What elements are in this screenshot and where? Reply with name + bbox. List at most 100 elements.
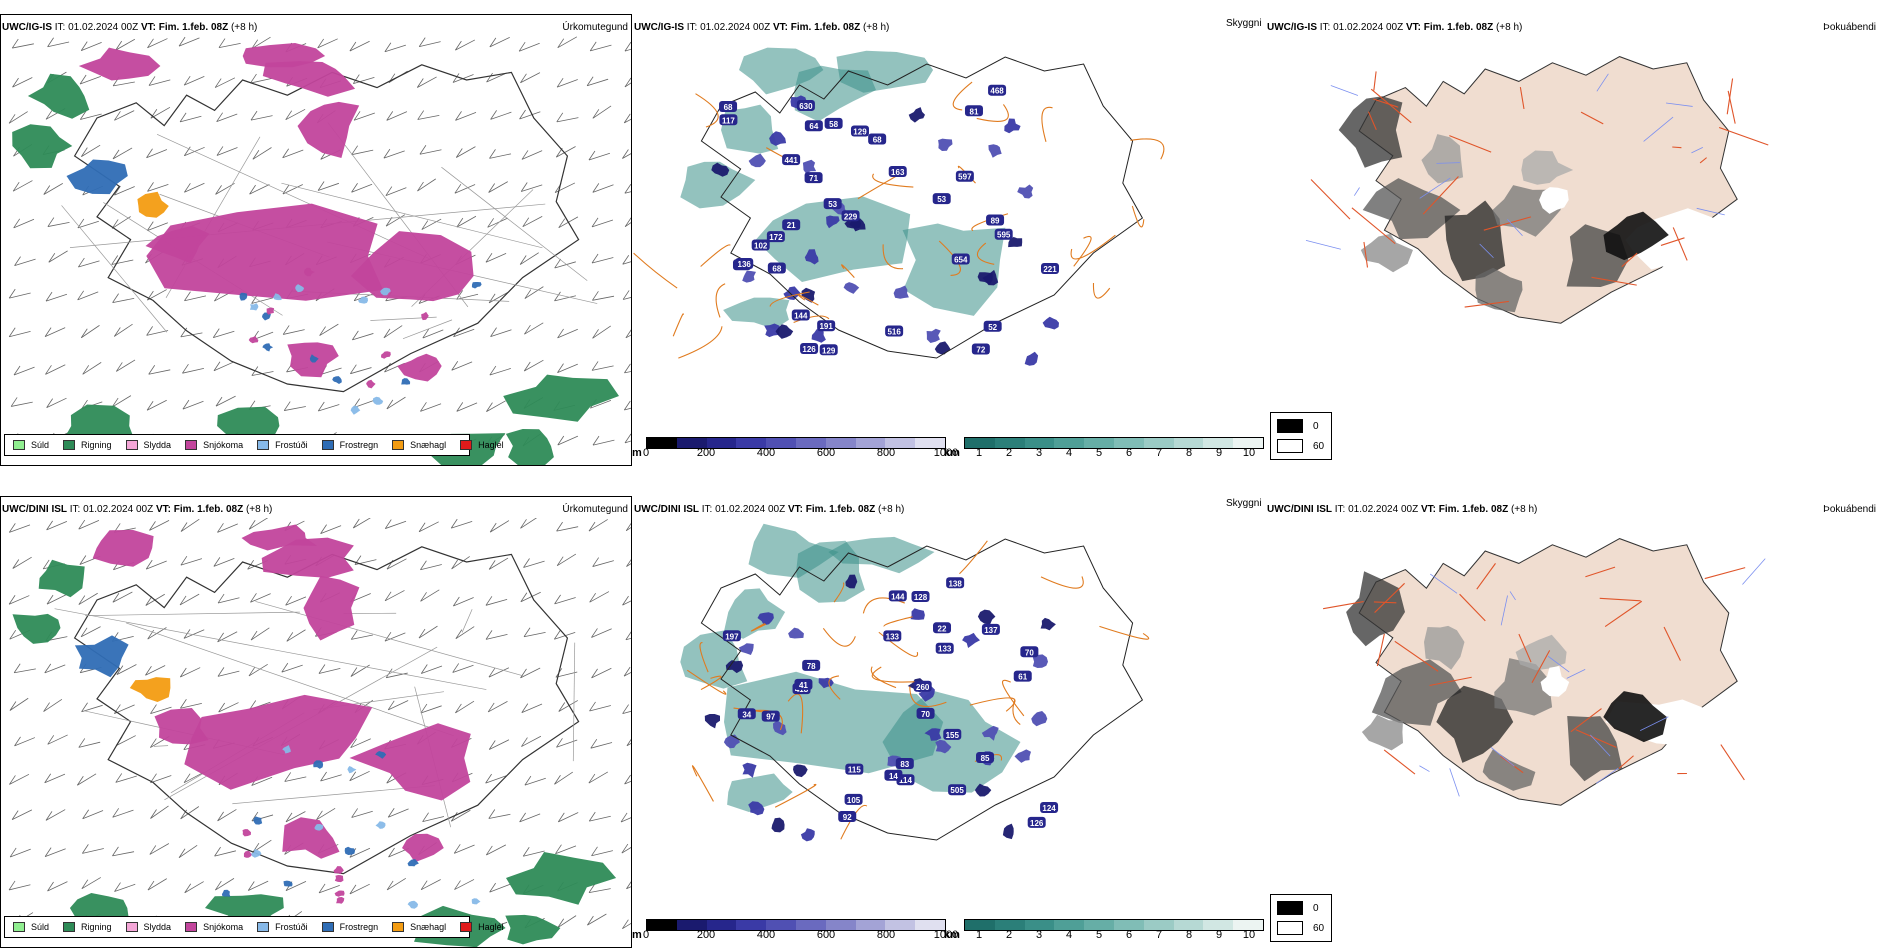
wind-barb xyxy=(217,523,238,533)
fog-map xyxy=(1323,538,1766,806)
colorbar-bin xyxy=(795,920,826,930)
wind-barb xyxy=(182,363,204,374)
wind-barb xyxy=(592,183,614,193)
colorbar-bin xyxy=(1203,920,1234,930)
precip-cell xyxy=(249,303,259,311)
wind-barb xyxy=(215,878,235,891)
colorbar-tick: 3 xyxy=(1035,447,1043,459)
road-line xyxy=(1002,679,1025,717)
road-line xyxy=(1422,176,1459,215)
wind-barb xyxy=(215,395,236,407)
wind-barb xyxy=(349,40,370,52)
very-low-visibility-cell xyxy=(926,328,941,343)
road-line xyxy=(1720,744,1745,781)
river-line xyxy=(1449,768,1460,797)
visibility-value-label: 505 xyxy=(950,786,964,795)
wind-barb xyxy=(518,41,540,52)
fog-legend-row: 0 xyxy=(1277,419,1319,433)
wind-barb xyxy=(625,631,631,641)
wind-barb xyxy=(320,771,342,782)
wind-barb xyxy=(350,664,370,677)
colorbar-bin xyxy=(915,438,945,448)
road-line xyxy=(959,540,988,575)
road-line xyxy=(672,313,684,337)
wind-barb xyxy=(46,397,67,409)
precip-area xyxy=(397,353,442,382)
wind-barb xyxy=(252,147,272,160)
wind-barb xyxy=(250,627,270,641)
very-low-visibility-cell xyxy=(935,739,952,754)
valid-time: VT: Fim. 1.feb. 08Z xyxy=(787,504,876,515)
precip-cell xyxy=(347,766,357,774)
legend-swatch xyxy=(185,922,198,932)
wind-barb xyxy=(216,112,238,123)
wind-barb xyxy=(383,148,405,159)
wind-barb xyxy=(386,558,407,570)
river-line xyxy=(1691,147,1704,154)
very-low-visibility-cell xyxy=(962,632,980,648)
wind-barb xyxy=(213,557,235,567)
legend-swatch xyxy=(392,440,405,450)
visibility-value-bg xyxy=(883,630,902,642)
wind-barb xyxy=(489,149,512,159)
wind-barb xyxy=(451,361,473,371)
wind-barb xyxy=(624,433,631,444)
fog-index-area xyxy=(1338,96,1403,168)
precip-cell xyxy=(266,307,275,315)
wind-barb xyxy=(419,145,442,155)
road-line xyxy=(787,693,804,734)
wind-barb xyxy=(9,773,30,785)
very-low-visibility-cell xyxy=(893,285,909,299)
fog-swatch-white xyxy=(1277,921,1303,935)
precip-legend-item: Frostúði xyxy=(257,922,308,932)
wind-barb xyxy=(454,183,476,194)
precip-cell xyxy=(334,875,344,883)
visibility-value-bg xyxy=(824,117,843,129)
wind-barb xyxy=(218,38,241,48)
precip-area xyxy=(12,613,61,644)
precip-cell xyxy=(251,849,262,858)
wind-barb xyxy=(317,38,338,49)
road-line xyxy=(695,93,719,128)
visibility-value-label: 64 xyxy=(809,122,818,131)
wind-barb xyxy=(557,915,577,929)
wind-barb xyxy=(282,148,304,159)
wind-barb xyxy=(112,293,135,304)
wind-barb xyxy=(485,253,507,263)
visibility-km-colorbar xyxy=(964,919,1264,931)
wind-barb xyxy=(146,399,167,411)
precip-cell xyxy=(336,897,345,904)
wind-barb xyxy=(420,402,442,412)
wind-barb xyxy=(217,667,240,677)
init-time: IT: 01.02.2024 00Z xyxy=(1317,22,1406,33)
visibility-value-label: 630 xyxy=(799,102,813,111)
wind-barb xyxy=(81,144,101,157)
visibility-value-label: 97 xyxy=(766,713,775,722)
visibility-value-label: 597 xyxy=(958,173,972,182)
wind-barb xyxy=(557,435,579,446)
wind-barb xyxy=(247,880,269,891)
wind-barb xyxy=(114,704,135,714)
very-low-visibility-cell xyxy=(1024,351,1039,366)
wind-barb xyxy=(353,111,375,121)
wind-barb xyxy=(624,363,631,374)
wind-barb xyxy=(318,664,341,674)
colorbar-bin xyxy=(1233,438,1263,448)
wind-barb xyxy=(485,596,508,606)
wind-barb xyxy=(45,809,66,821)
wind-barb xyxy=(489,882,511,893)
model-name: UWC/DINI ISL xyxy=(1267,504,1332,515)
road-line xyxy=(797,294,819,306)
wind-barb xyxy=(43,183,63,195)
precip-cell xyxy=(283,880,293,887)
road-line xyxy=(633,252,678,289)
precip-cell xyxy=(381,351,391,359)
ice-cap xyxy=(1539,187,1569,214)
wind-barb xyxy=(622,704,631,714)
road-line xyxy=(1618,755,1634,769)
visibility-value-bg xyxy=(932,193,951,205)
wind-barb xyxy=(14,256,36,267)
wind-barb xyxy=(386,877,407,891)
visibility-value-label: 102 xyxy=(754,241,768,250)
colorbar-bin xyxy=(1173,438,1204,448)
